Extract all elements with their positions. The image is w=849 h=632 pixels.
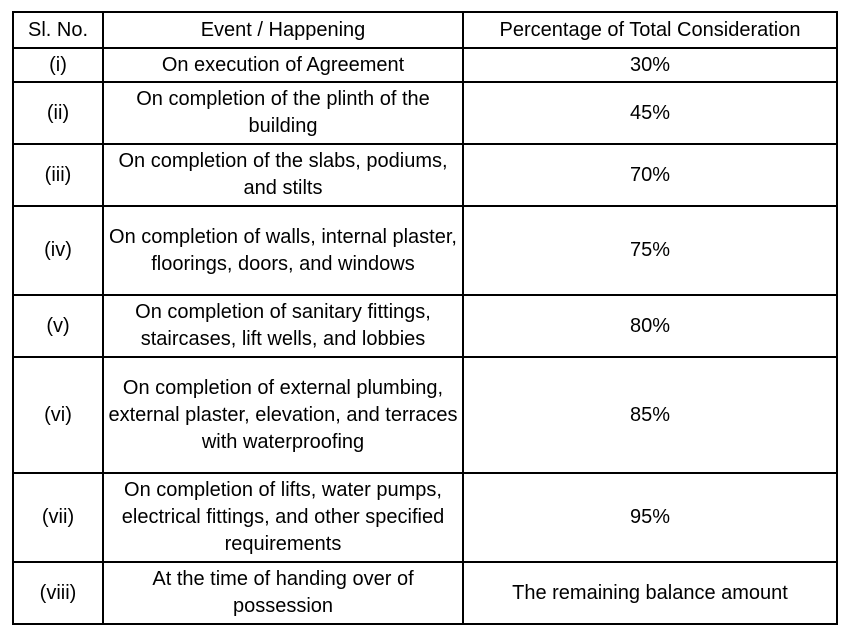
row-percentage: 80% <box>462 294 838 358</box>
row-event: On completion of the slabs, podiums, and… <box>102 143 464 207</box>
table-row: (vi) On completion of external plumbing,… <box>12 356 838 474</box>
table-row: (ii) On completion of the plinth of the … <box>12 81 838 145</box>
row-percentage: 85% <box>462 356 838 474</box>
row-sl-no: (iii) <box>12 143 104 207</box>
row-percentage: 45% <box>462 81 838 145</box>
row-sl-no: (v) <box>12 294 104 358</box>
row-event: On completion of the plinth of the build… <box>102 81 464 145</box>
row-percentage: 95% <box>462 472 838 563</box>
row-event: At the time of handing over of possessio… <box>102 561 464 625</box>
payment-schedule-table: Sl. No. Event / Happening Percentage of … <box>12 11 838 625</box>
row-sl-no: (viii) <box>12 561 104 625</box>
row-sl-no: (iv) <box>12 205 104 296</box>
row-event: On completion of external plumbing, exte… <box>102 356 464 474</box>
table-row: (iii) On completion of the slabs, podium… <box>12 143 838 207</box>
row-percentage: 30% <box>462 47 838 83</box>
table-row: (i) On execution of Agreement 30% <box>12 47 838 83</box>
row-sl-no: (vi) <box>12 356 104 474</box>
row-sl-no: (i) <box>12 47 104 83</box>
table-row: (vii) On completion of lifts, water pump… <box>12 472 838 563</box>
row-event: On execution of Agreement <box>102 47 464 83</box>
row-event: On completion of lifts, water pumps, ele… <box>102 472 464 563</box>
table-row: (v) On completion of sanitary fittings, … <box>12 294 838 358</box>
row-percentage: 70% <box>462 143 838 207</box>
row-sl-no: (vii) <box>12 472 104 563</box>
table-header-row: Sl. No. Event / Happening Percentage of … <box>12 11 838 49</box>
table-row: (viii) At the time of handing over of po… <box>12 561 838 625</box>
row-sl-no: (ii) <box>12 81 104 145</box>
row-percentage: The remaining balance amount <box>462 561 838 625</box>
header-event: Event / Happening <box>102 11 464 49</box>
row-percentage: 75% <box>462 205 838 296</box>
header-sl-no: Sl. No. <box>12 11 104 49</box>
table-row: (iv) On completion of walls, internal pl… <box>12 205 838 296</box>
row-event: On completion of sanitary fittings, stai… <box>102 294 464 358</box>
row-event: On completion of walls, internal plaster… <box>102 205 464 296</box>
header-percentage: Percentage of Total Consideration <box>462 11 838 49</box>
